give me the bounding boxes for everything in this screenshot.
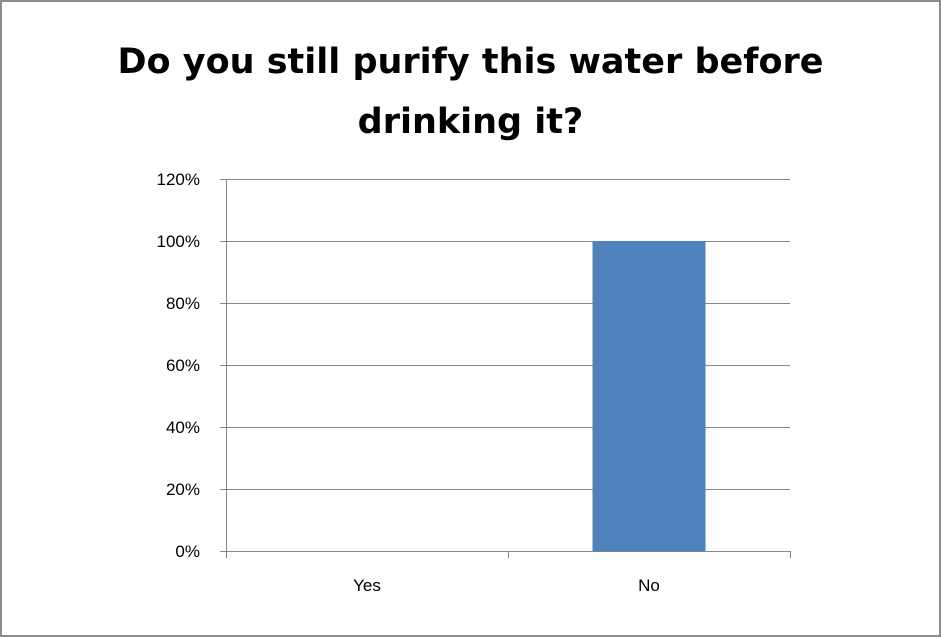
chart-title: Do you still purify this water before dr…	[0, 32, 941, 152]
axes	[220, 179, 791, 558]
bar-no	[592, 241, 706, 551]
y-axis-tick-labels: 0% 20% 40% 60% 80% 100% 120%	[157, 170, 200, 561]
bars	[592, 241, 706, 551]
y-tick-label: 80%	[166, 294, 200, 313]
y-tick-label: 100%	[157, 232, 200, 251]
x-tick-label-yes: Yes	[353, 576, 381, 595]
chart-title-line-2: drinking it?	[357, 102, 584, 142]
y-tick-label: 60%	[166, 356, 200, 375]
x-axis-tick-labels: Yes No	[353, 576, 660, 595]
y-tick-label: 0%	[175, 542, 200, 561]
y-tick-label: 120%	[157, 170, 200, 189]
x-tick-label-no: No	[638, 576, 660, 595]
y-tick-label: 40%	[166, 418, 200, 437]
chart-title-line-1: Do you still purify this water before	[117, 42, 824, 82]
y-tick-label: 20%	[166, 480, 200, 499]
